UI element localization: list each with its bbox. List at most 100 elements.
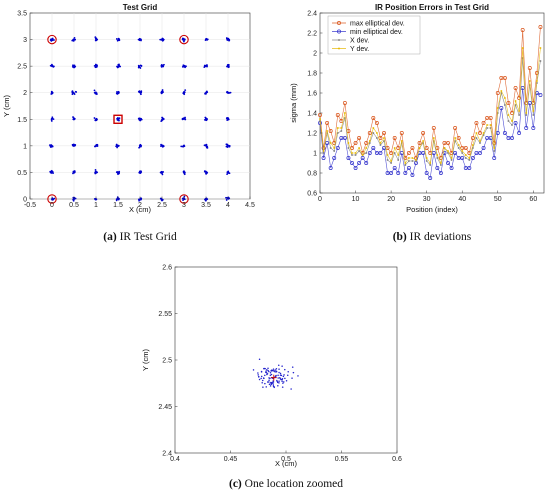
x-tick-label: 2.5 [157, 202, 167, 209]
series-point [321, 156, 326, 160]
data-point [269, 377, 271, 380]
data-point [183, 198, 186, 200]
data-point [227, 91, 229, 94]
series-point [447, 152, 449, 154]
data-point [226, 146, 229, 149]
series-point [379, 144, 382, 146]
legend-swatch-marker [338, 47, 340, 50]
data-point [264, 367, 266, 370]
y-axis-label-test-grid: Y (cm) [2, 95, 11, 117]
caption-zoomed: (c) One location zoomed [229, 478, 343, 490]
data-point [270, 382, 273, 385]
series-point [353, 166, 358, 170]
series-point [326, 132, 328, 134]
data-point [73, 64, 76, 67]
series-point [467, 166, 472, 170]
data-point [94, 171, 97, 174]
series-point [351, 152, 353, 154]
data-point [205, 171, 208, 173]
data-point [278, 371, 280, 374]
series-point [539, 47, 542, 49]
data-point [279, 376, 281, 379]
series-point [399, 131, 404, 135]
data-point [258, 378, 261, 381]
x-tick-label: 10 [352, 196, 360, 203]
data-point [277, 377, 279, 379]
series-point [421, 131, 426, 135]
chart-title-test-grid: Test Grid [123, 3, 158, 12]
legend: max elliptical dev. min elliptical dev.X … [327, 15, 421, 55]
data-point [160, 145, 162, 148]
legend-swatch-marker [338, 39, 340, 41]
series-point [344, 117, 346, 119]
data-point [116, 198, 119, 200]
data-point [226, 196, 228, 199]
series-point [486, 124, 488, 126]
data-point [163, 63, 165, 66]
data-point [51, 145, 54, 148]
series-point [461, 150, 464, 152]
data-point [115, 38, 118, 40]
data-point [138, 118, 141, 121]
x-tick-label: 1 [94, 202, 98, 209]
series-point [502, 131, 507, 135]
data-point [181, 117, 184, 120]
data-point [95, 39, 98, 42]
series-point [481, 146, 486, 150]
data-point [138, 146, 140, 149]
data-point [281, 380, 283, 383]
series-point [328, 129, 333, 133]
series-point [539, 60, 542, 62]
data-point [139, 198, 142, 201]
series-point [336, 127, 339, 129]
data-point [93, 65, 96, 67]
series-point [446, 161, 450, 165]
data-point [280, 374, 283, 377]
series-point [421, 151, 426, 155]
data-point [226, 64, 229, 66]
series-point [386, 154, 389, 156]
series-point [500, 90, 503, 92]
series-point [478, 131, 482, 135]
series-point [351, 154, 353, 156]
series-point [440, 164, 442, 166]
series-point [389, 151, 394, 155]
legend-swatch-marker [337, 29, 341, 34]
series-point [506, 136, 511, 140]
series-point [415, 159, 417, 161]
data-point [268, 381, 270, 383]
series-point [400, 140, 403, 142]
data-point [228, 145, 231, 147]
series-point [532, 114, 535, 116]
legend-entry: min elliptical dev. [350, 29, 403, 36]
series-point [347, 147, 350, 149]
series-point [482, 132, 485, 134]
series-point [457, 144, 460, 146]
data-point [267, 369, 269, 372]
series-point [470, 136, 475, 140]
series-point [454, 137, 456, 139]
data-point [291, 366, 294, 368]
y-tick-label: 2.4 [162, 451, 172, 458]
data-point [278, 364, 280, 366]
data-point [276, 381, 279, 384]
series-point [354, 154, 357, 156]
series-point [371, 146, 376, 150]
series-point [400, 142, 403, 144]
data-point [140, 93, 142, 96]
y-tick-label: 1.5 [17, 117, 27, 124]
series-point [404, 164, 407, 166]
data-point [266, 368, 268, 371]
reference-circle-marker [179, 194, 189, 204]
series-line [319, 26, 541, 160]
y-tick-label: 2.55 [158, 311, 172, 318]
series-point [371, 116, 376, 120]
data-point [278, 382, 280, 384]
data-point [53, 197, 56, 200]
series-point [408, 157, 410, 159]
series-point [403, 171, 408, 175]
series-point [475, 132, 478, 134]
data-point [71, 143, 74, 146]
data-point [48, 144, 51, 147]
data-point [267, 367, 269, 370]
